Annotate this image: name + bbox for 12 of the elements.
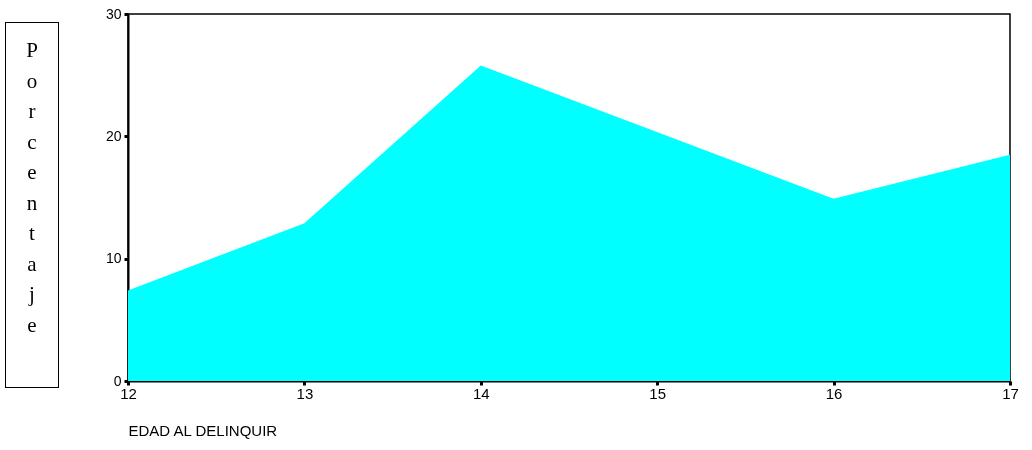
y-tick-label: 10 — [105, 250, 122, 267]
x-tick-label: 14 — [472, 384, 490, 402]
x-tick-label: 15 — [649, 384, 667, 402]
y-tick-label: 20 — [105, 127, 122, 144]
x-tick-label: 12 — [120, 384, 137, 402]
x-axis-title: EDAD AL DELINQUIR — [128, 421, 278, 439]
y-tick-label: 30 — [105, 5, 122, 22]
text: Porcentaje — [26, 38, 38, 337]
y-tick-label: 0 — [113, 372, 122, 389]
x-tick-label: 17 — [1002, 384, 1019, 402]
x-tick-label: 16 — [825, 384, 843, 402]
x-tick-label: 13 — [296, 384, 314, 402]
